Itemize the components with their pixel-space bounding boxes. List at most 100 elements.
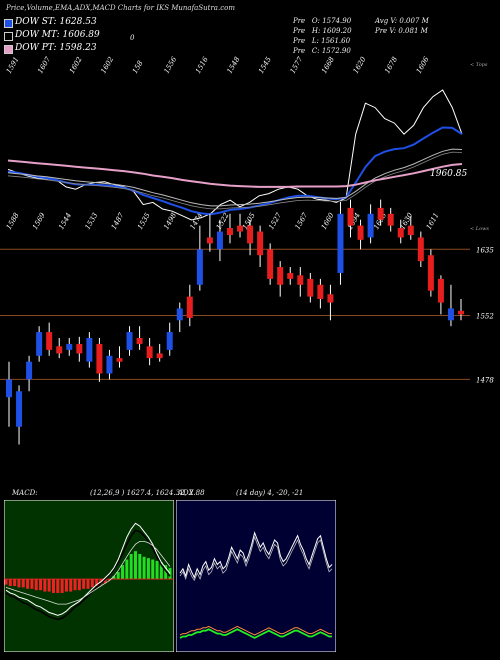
macd-hist-bar <box>159 562 163 580</box>
candle-body <box>257 231 264 256</box>
macd-hist-bar <box>8 579 12 587</box>
macd-subtitle: (12,26,9 ) 1627.4, 1624.32, 2.88 <box>90 489 205 497</box>
macd-hist-bar <box>43 579 47 592</box>
lows-label: 1660 <box>320 211 336 231</box>
candle-body <box>337 213 344 273</box>
macd-chart <box>4 500 174 652</box>
lows-label: 1611 <box>425 212 441 231</box>
price-chart: 1591 1607 1602 1602 158 1556 1516 1548 1545 1577 1… <box>0 55 494 445</box>
candle-body <box>16 391 23 427</box>
lows-label: 1567 <box>294 211 310 231</box>
zero-mark: 0 <box>130 34 135 42</box>
candle-body <box>247 225 254 244</box>
candle-body <box>136 338 143 344</box>
lows-label: 1527 <box>267 211 283 231</box>
candle-body <box>36 332 43 356</box>
candle-body <box>417 237 424 262</box>
tops-label: 1556 <box>162 55 178 75</box>
macd-hist-bar <box>77 579 81 591</box>
candle-body <box>377 207 384 220</box>
tops-label: 1591 <box>5 56 21 75</box>
candle-body <box>437 278 444 303</box>
candle-body <box>347 207 354 226</box>
tops-label: 1602 <box>99 55 115 75</box>
candle-body <box>106 355 113 374</box>
avg-volume: Avg V: 0.007 M <box>375 17 429 25</box>
candle-body <box>156 353 163 359</box>
lows-label: 1487 <box>110 211 126 231</box>
candle-body <box>307 278 314 297</box>
ema-line-3 <box>7 159 463 188</box>
lows-label: 1569 <box>31 211 47 231</box>
ohlc-high: Pre H: 1609.20 <box>293 27 352 35</box>
candle-body <box>186 296 193 318</box>
level-label-2: 1478 <box>476 376 494 384</box>
dow-pt-swatch <box>4 45 13 54</box>
lows-label: 1544 <box>57 212 73 231</box>
macd-hist-bar <box>133 551 137 580</box>
candle-body <box>317 284 324 299</box>
candle-body <box>237 225 244 232</box>
candle-body <box>458 310 464 315</box>
lows-label: 1588 <box>5 211 21 231</box>
ohlc-low: Pre L: 1561.60 <box>293 37 351 45</box>
candle-body <box>297 275 304 285</box>
macd-hist-bar <box>60 579 64 593</box>
adx-line <box>179 628 332 639</box>
macd-hist-bar <box>69 579 73 592</box>
last-value-label: 1960.85 <box>430 169 467 179</box>
candle-body <box>447 308 454 321</box>
macd-hist-bar <box>116 572 120 580</box>
lows-label: 1533 <box>84 211 100 231</box>
macd-hist-bar <box>4 579 8 585</box>
candle-body <box>387 213 394 226</box>
adx-subtitle: (14 day) 4, -20, -21 <box>236 489 304 497</box>
candle-body <box>176 308 183 321</box>
tops-label: 158 <box>131 59 145 75</box>
macd-hist-bar <box>82 579 86 589</box>
macd-hist-bar <box>21 579 25 588</box>
macd-hist-bar <box>17 579 21 588</box>
ohlc-open: Pre O: 1574.90 <box>293 17 352 25</box>
level-label-0: 1635 <box>476 246 494 254</box>
candle-body <box>427 255 434 291</box>
macd-hist-bar <box>30 579 34 589</box>
macd-hist-bar <box>146 558 150 580</box>
tops-label: 1545 <box>257 55 273 75</box>
macd-hist-bar <box>164 565 168 580</box>
tops-label: 1620 <box>352 55 368 75</box>
tops-label: 1577 <box>289 55 305 75</box>
tops-label: 1602 <box>68 55 84 75</box>
adx-title: ADX <box>178 489 194 497</box>
candle-body <box>116 358 123 362</box>
macd-hist-bar <box>39 579 43 591</box>
macd-hist-bar <box>86 579 90 589</box>
macd-hist-bar <box>142 556 146 580</box>
chart-title: Price,Volume,EMA,ADX,MACD Charts for IKS… <box>6 4 235 12</box>
macd-hist-bar <box>13 579 17 587</box>
candle-body <box>86 338 93 362</box>
macd-hist-bar <box>95 579 99 587</box>
dow-st-label: DOW ST: 1628.53 <box>15 17 97 27</box>
macd-title: MACD: <box>12 489 38 497</box>
adx-minus-di-line <box>179 535 333 582</box>
candle-body <box>327 294 334 303</box>
tops-label: 1607 <box>36 55 52 75</box>
adx-chart <box>176 500 336 652</box>
adx-background <box>176 500 336 652</box>
tops-label: 1516 <box>194 55 210 75</box>
macd-line <box>5 522 171 616</box>
tops-label: 1668 <box>320 55 336 75</box>
macd-hist-bar <box>90 579 94 588</box>
dow-mt-label: DOW MT: 1606.89 <box>15 30 100 40</box>
macd-background <box>4 500 174 652</box>
adx-plus-di-line <box>179 531 333 579</box>
candle-body <box>367 213 374 238</box>
macd-hist-bar <box>47 579 51 592</box>
candle-body <box>357 225 364 240</box>
candle-body <box>206 237 213 244</box>
candle-body <box>216 231 223 250</box>
macd-hist-bar <box>51 579 55 593</box>
candle-body <box>196 249 203 285</box>
ema-line-2 <box>7 148 463 207</box>
